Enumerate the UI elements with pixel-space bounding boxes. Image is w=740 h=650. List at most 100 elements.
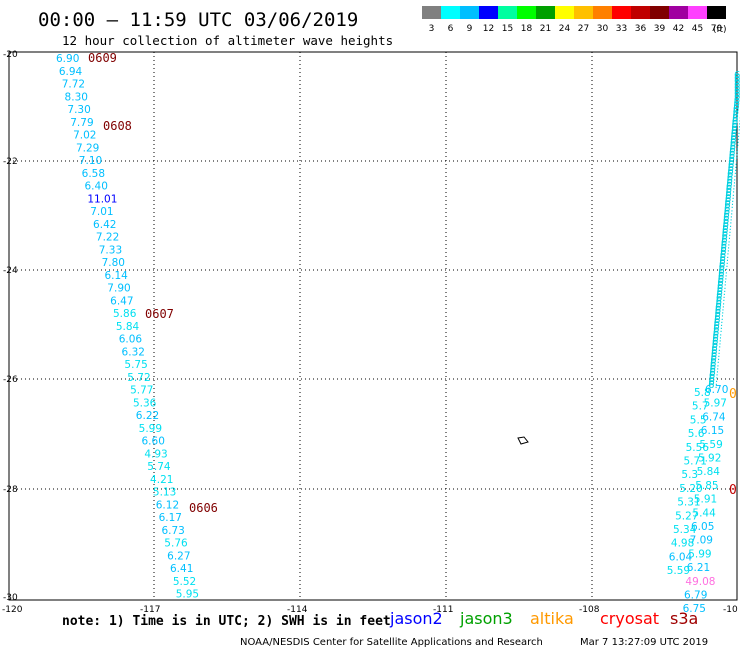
wave-height-value: 6. [730, 141, 740, 152]
wave-height-value: 6. [726, 175, 736, 186]
wave-height-value: 6.70 [705, 384, 728, 396]
longitude-label: -114 [287, 605, 308, 615]
wave-height-value: 7.90 [107, 283, 130, 295]
wave-height-value: 6. [730, 138, 740, 149]
wave-height-value: 6. [709, 365, 719, 376]
wave-height-value: 6.14 [104, 270, 128, 282]
wave-height-value: 6. [716, 293, 726, 304]
wave-height-value: 6. [721, 234, 731, 245]
legend-swatch [574, 6, 593, 19]
legend-swatch [593, 6, 612, 19]
legend-label: 30 [597, 24, 609, 34]
wave-height-value: 5.97 [704, 398, 727, 410]
wave-height-value: 6.22 [136, 410, 159, 422]
wave-height-value: 5.71 [684, 456, 707, 468]
wave-height-value: 5.6 [688, 428, 705, 440]
wave-height-value: 6.05 [691, 521, 714, 533]
wave-height-value: 6. [734, 82, 740, 93]
wave-height-value: 6. [725, 188, 735, 199]
wave-height-value: 6. [731, 126, 740, 137]
wave-height-value: 6.27 [167, 550, 190, 562]
satellite-name: s3a [670, 609, 698, 628]
wave-height-value: 6. [715, 299, 725, 310]
wave-height-value: 6. [728, 157, 738, 168]
wave-height-value: 6. [732, 117, 740, 128]
legend-swatch [650, 6, 669, 19]
wave-height-value: 6. [713, 324, 723, 335]
latitude-labels: -20 -22 -24 -26 -28 -30 [3, 50, 18, 603]
legend-swatch [688, 6, 707, 19]
wave-height-value: 6. [718, 268, 728, 279]
wave-height-value: 6. [734, 76, 740, 87]
wave-height-value: 6. [709, 371, 719, 382]
wave-height-value: 5.27 [675, 510, 698, 522]
wave-height-value: 6. [713, 330, 723, 341]
wave-height-value: 5.31 [677, 497, 700, 509]
legend-label: 42 [673, 24, 684, 34]
wave-height-value: 6. [708, 377, 718, 388]
wave-height-value: 6. [709, 374, 719, 385]
wave-height-value: 6. [710, 361, 720, 372]
wave-height-value: 6. [717, 281, 727, 292]
time-label: 0606 [189, 501, 218, 515]
footer-credit: NOAA/NESDIS Center for Satellite Applica… [240, 637, 543, 648]
wave-height-value: 6. [720, 253, 730, 264]
latitude-label: -26 [3, 375, 18, 385]
wave-height-value: 5.20 [679, 483, 702, 495]
wave-height-value: 6. [713, 327, 723, 338]
wave-height-value: 6. [718, 272, 728, 283]
longitude-label: -117 [140, 605, 160, 615]
graticule [9, 52, 737, 600]
time-labels: 0609 0608 0607 0606 [88, 51, 218, 515]
wave-height-value: 6. [713, 321, 723, 332]
wave-height-value: 6. [733, 101, 740, 112]
wave-height-value: 6.60 [142, 436, 165, 448]
wave-height-value: 6. [711, 346, 721, 357]
wave-height-value: 6. [712, 337, 722, 348]
wave-height-value: 4.93 [144, 448, 167, 460]
wave-height-value: 6. [728, 154, 738, 165]
wave-height-value: 6. [722, 225, 732, 236]
wave-height-value: 6.32 [122, 346, 145, 358]
wave-height-value: 5.75 [124, 359, 147, 371]
wave-height-value: 6. [711, 349, 721, 360]
wave-height-value: 6. [729, 144, 739, 155]
legend-swatch [441, 6, 460, 19]
wave-height-value: 6. [710, 355, 720, 366]
wave-height-value: 6. [729, 151, 739, 162]
wave-height-value: 6. [734, 89, 740, 100]
wave-height-value: 6. [728, 163, 738, 174]
legend-label: 18 [521, 24, 533, 34]
wave-height-value: 6. [718, 265, 728, 276]
wave-height-value: 6. [711, 343, 721, 354]
wave-height-value: 5.74 [147, 461, 171, 473]
wave-height-value: 6. [723, 219, 733, 230]
wave-height-value: 5.13 [153, 487, 176, 499]
wave-height-value: 6. [734, 79, 740, 90]
wave-height-value: 6. [715, 306, 725, 317]
wave-height-value: 6. [716, 296, 726, 307]
footer-note: note: 1) Time is in UTC; 2) SWH is in fe… [62, 614, 391, 629]
legend-label: 15 [502, 24, 513, 34]
wave-height-value: 6.58 [82, 168, 105, 180]
wave-height-value: 5.84 [116, 321, 140, 333]
wave-height-value: 6.94 [59, 66, 83, 78]
wave-height-value: 6.17 [159, 512, 182, 524]
wave-height-value: 5.8 [694, 387, 711, 399]
wave-height-value: 6. [727, 166, 737, 177]
wave-height-value: 7.72 [62, 79, 85, 91]
wave-height-value: 7.02 [73, 130, 96, 142]
wave-height-value: 6. [734, 92, 740, 103]
wave-height-value: 7.01 [90, 206, 113, 218]
wave-height-value: 5.44 [692, 507, 716, 519]
wave-height-value: 6. [716, 290, 726, 301]
color-legend: 3 6 9 12 15 18 21 24 27 30 33 36 39 42 45 70 [422, 6, 726, 34]
time-label: 0607 [145, 307, 174, 321]
wave-height-value: 6. [712, 340, 722, 351]
legend-label: 33 [616, 24, 627, 34]
wave-height-value: 6.12 [156, 499, 179, 511]
wave-height-value: 6.15 [701, 425, 724, 437]
longitude-label: -10 [723, 605, 738, 615]
wave-height-value: 6. [725, 191, 735, 202]
wave-height-value: 6.06 [119, 334, 143, 346]
